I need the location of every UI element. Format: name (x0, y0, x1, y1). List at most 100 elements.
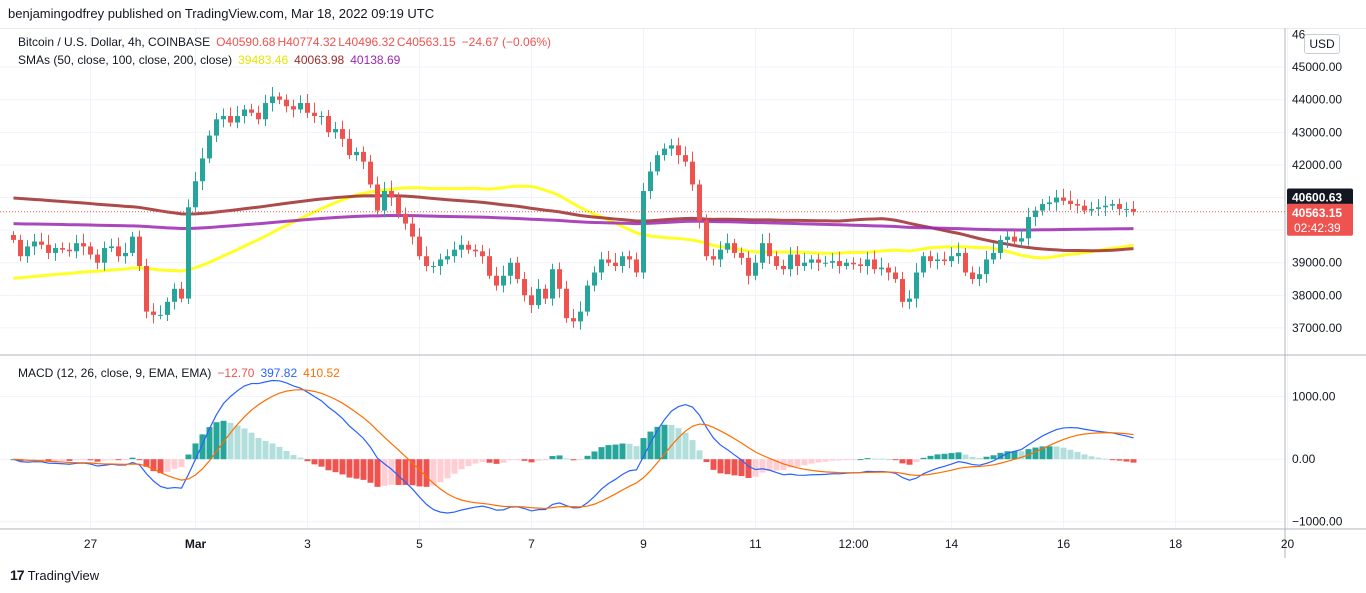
candle-up (1026, 217, 1031, 239)
candle-down (305, 102, 310, 113)
sma100-value: 40063.98 (294, 53, 345, 67)
candle-up (130, 236, 135, 253)
macd-histogram-bar (1109, 459, 1116, 461)
macd-histogram-bar (836, 459, 843, 461)
candle-down (627, 256, 632, 260)
axes: 45000.0044000.0043000.0042000.0041000.00… (0, 28, 1366, 558)
candle-down (767, 243, 772, 257)
macd-histogram-bar (255, 437, 262, 460)
macd-histogram-bar (332, 459, 339, 473)
macd-histogram-bar (521, 459, 528, 461)
candle-down (704, 220, 709, 257)
candle-up (508, 262, 513, 276)
candle-down (732, 243, 737, 253)
macd-histogram-bar (1011, 451, 1018, 460)
macd-histogram-bar (66, 459, 73, 461)
candle-up (165, 301, 170, 315)
macd-histogram-bar (122, 459, 129, 461)
candle-down (690, 161, 695, 185)
candle-down (564, 288, 569, 319)
macd-histogram-bar (185, 454, 192, 460)
candle-up (725, 243, 730, 250)
candle-up (669, 145, 674, 149)
ohlc-low: L40496.32 (338, 35, 395, 49)
sma-lines (13, 184, 1134, 280)
macd-pane (10, 379, 1137, 514)
currency-button[interactable]: USD (1304, 34, 1340, 54)
macd-histogram-bar (885, 459, 892, 461)
macd-histogram-bar (773, 459, 780, 471)
macd-histogram-bar (451, 459, 458, 474)
candle-up (718, 249, 723, 260)
candle-up (991, 252, 996, 260)
candle-down (683, 155, 688, 162)
candle-down (466, 244, 471, 250)
macd-histogram-bar (556, 455, 563, 460)
macd-histogram-bar (283, 451, 290, 460)
macd-histogram-bar (430, 459, 437, 486)
macd-histogram-bar (857, 459, 864, 461)
candle-up (1054, 197, 1059, 203)
candle-up (753, 262, 758, 276)
macd-tick-label: 1000.00 (1292, 390, 1336, 404)
candle-up (1110, 204, 1115, 206)
price-change: −24.67 (−0.06%) (461, 35, 552, 49)
brand-name: TradingView (27, 567, 100, 583)
candle-down (781, 265, 786, 270)
candle-up (788, 254, 793, 270)
macd-histogram-bar (1123, 459, 1130, 462)
macd-histogram-bar (584, 455, 591, 460)
macd-histogram-bar (514, 459, 521, 461)
macd-histogram-bar (633, 446, 640, 460)
macd-histogram-bar (465, 459, 472, 467)
macd-histogram-bar (899, 459, 906, 464)
high-tag-text: 40600.63 (1292, 191, 1342, 205)
candle-down (886, 267, 891, 273)
candle-down (928, 256, 933, 262)
macd-histogram-bar (136, 459, 143, 461)
macd-histogram-bar (612, 444, 619, 460)
candle-up (760, 243, 765, 263)
macd-tick-label: 0.00 (1292, 452, 1316, 466)
candle-up (501, 275, 506, 286)
candle-up (998, 239, 1003, 253)
macd-histogram-bar (248, 432, 255, 460)
candle-down (81, 243, 86, 247)
time-tick-label: 11 (749, 537, 762, 551)
sma200-value: 40138.69 (350, 53, 401, 67)
macd-histogram-bar (731, 459, 738, 476)
macd-histogram-bar (738, 459, 745, 477)
macd-histogram-bar (479, 459, 486, 462)
macd-histogram-bar (710, 459, 717, 470)
macd-histogram-bar (1074, 451, 1081, 460)
macd-histogram-bar (850, 459, 857, 461)
macd-histogram-bar (213, 422, 220, 460)
time-tick-label: 7 (528, 537, 535, 551)
candle-down (851, 262, 856, 265)
candle-down (1131, 208, 1136, 212)
candle-down (494, 275, 499, 286)
candle-up (844, 262, 849, 266)
price-tick-label-top: 46 (1292, 28, 1306, 42)
macd-histogram-bar (591, 451, 598, 460)
macd-histogram-bar (1088, 456, 1095, 460)
time-tick-label: 16 (1057, 537, 1071, 551)
macd-histogram-bar (829, 459, 836, 461)
candle-down (522, 279, 527, 296)
ohlc-high: H40774.32 (277, 35, 337, 49)
high-tag-badge (1287, 188, 1353, 206)
candle-up (1005, 236, 1010, 240)
macd-histogram-bar (570, 459, 577, 461)
macd-histogram-bar (59, 459, 66, 461)
candle-down (676, 145, 681, 156)
chart-canvas[interactable]: 45000.0044000.0043000.0042000.0041000.00… (0, 28, 1366, 558)
macd-histogram-bar (143, 459, 150, 467)
macd-histogram-bar (780, 459, 787, 471)
macd-histogram-bar (360, 459, 367, 480)
macd-histogram-bar (227, 422, 234, 460)
macd-histogram-bar (73, 459, 80, 461)
macd-histogram-bar (276, 446, 283, 460)
candle-up (186, 207, 191, 299)
macd-histogram-bar (339, 459, 346, 475)
macd-histogram-bar (766, 459, 773, 471)
